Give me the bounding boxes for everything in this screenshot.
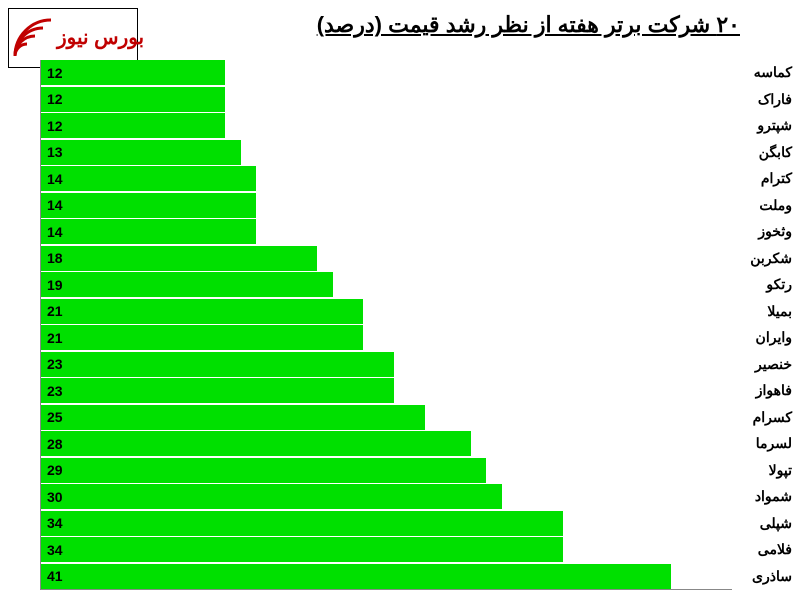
y-axis-label: رتکو [766, 272, 792, 297]
y-axis-label: شمواد [755, 484, 792, 509]
y-axis-label: شپترو [757, 113, 792, 138]
y-axis-label: فلامی [758, 537, 792, 562]
bar-row: 18 [41, 246, 317, 271]
bar: 30 [41, 484, 502, 509]
bar: 14 [41, 193, 256, 218]
bar: 25 [41, 405, 425, 430]
y-axis-label: وایران [756, 325, 792, 350]
bar: 12 [41, 113, 225, 138]
labels-area: کماسهفاراکشپتروکابگنکتراموملتوثخوزشکربنر… [732, 60, 792, 590]
bar: 23 [41, 378, 394, 403]
bar-row: 14 [41, 219, 256, 244]
bar-row: 12 [41, 60, 225, 85]
y-axis-label: شکربن [750, 246, 792, 271]
bar-row: 14 [41, 166, 256, 191]
bar: 14 [41, 219, 256, 244]
y-axis-label: فاهواز [756, 378, 792, 403]
bar: 18 [41, 246, 317, 271]
y-axis-label: کسرام [753, 405, 792, 430]
bar-row: 34 [41, 511, 563, 536]
y-axis-label: تپولا [769, 458, 792, 483]
bar-row: 21 [41, 325, 363, 350]
bar-row: 28 [41, 431, 471, 456]
bar: 41 [41, 564, 671, 589]
y-axis-label: بمیلا [767, 299, 792, 324]
y-axis-label: کترام [761, 166, 792, 191]
logo: بورس نیوز [8, 8, 138, 68]
bar-row: 21 [41, 299, 363, 324]
y-axis-label: ساذری [752, 564, 792, 589]
bar-row: 14 [41, 193, 256, 218]
bar: 34 [41, 511, 563, 536]
y-axis-label: شپلی [760, 511, 792, 536]
bar-row: 19 [41, 272, 333, 297]
bar-row: 23 [41, 378, 394, 403]
y-axis-label: خنصیر [755, 352, 792, 377]
y-axis-label: کابگن [759, 140, 792, 165]
bar: 19 [41, 272, 333, 297]
bar: 21 [41, 299, 363, 324]
bar-row: 13 [41, 140, 241, 165]
chart-area: 1212121314141418192121232325282930343441… [40, 60, 792, 590]
y-axis-label: وثخوز [758, 219, 792, 244]
bar: 13 [41, 140, 241, 165]
bar: 34 [41, 537, 563, 562]
bar-row: 29 [41, 458, 486, 483]
bar-row: 25 [41, 405, 425, 430]
bar-row: 12 [41, 113, 225, 138]
y-axis-label: فاراک [758, 87, 792, 112]
logo-text: بورس نیوز [57, 28, 144, 48]
chart-title: ۲۰ شرکت برتر هفته از نظر رشد قیمت (درصد) [317, 12, 740, 38]
y-axis-label: کماسه [754, 60, 792, 85]
bar-row: 41 [41, 564, 671, 589]
bar-row: 23 [41, 352, 394, 377]
bar: 12 [41, 60, 225, 85]
bar: 23 [41, 352, 394, 377]
plot-area: 1212121314141418192121232325282930343441 [40, 60, 732, 590]
bar: 28 [41, 431, 471, 456]
logo-arcs-icon [13, 18, 53, 58]
bar: 21 [41, 325, 363, 350]
y-axis-label: وملت [759, 193, 792, 218]
y-axis-label: لسرما [756, 431, 792, 456]
bar: 29 [41, 458, 486, 483]
bar-row: 34 [41, 537, 563, 562]
bar: 14 [41, 166, 256, 191]
bar: 12 [41, 87, 225, 112]
bar-row: 30 [41, 484, 502, 509]
bar-row: 12 [41, 87, 225, 112]
